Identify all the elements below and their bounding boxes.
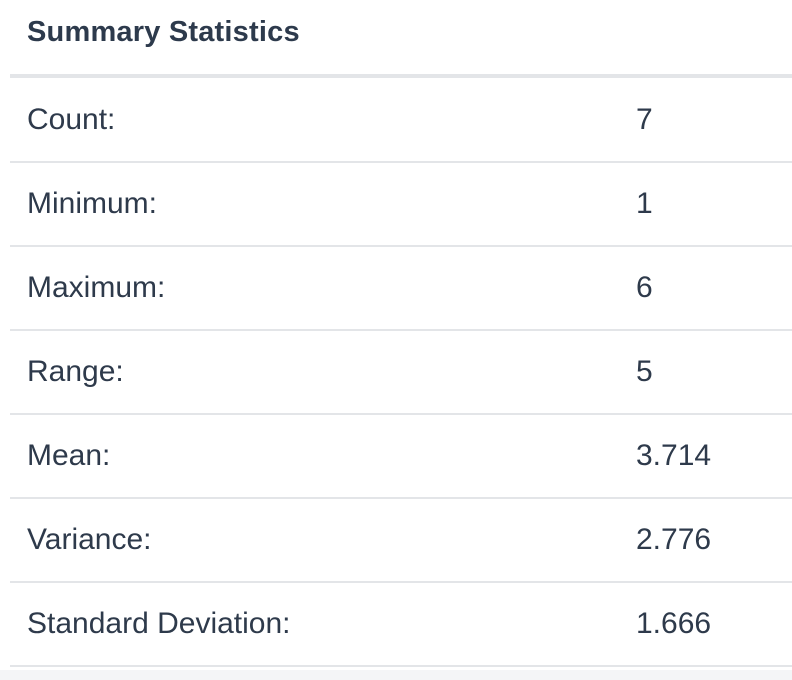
bottom-edge [0,670,792,680]
table-row-standard-deviation: Standard Deviation: 1.666 [10,582,792,666]
stat-value: 6 [636,271,653,304]
stat-label: Variance: [27,523,152,556]
stat-value: 1 [636,187,653,220]
statistics-table: Count: 7 Minimum: 1 Maximum: 6 Range: 5 … [10,78,792,667]
stat-label: Standard Deviation: [27,607,291,640]
summary-statistics-panel: Summary Statistics Count: 7 Minimum: 1 M… [10,0,792,680]
stat-label: Count: [27,102,116,136]
stat-value: 2.776 [636,523,712,556]
table-row-variance: Variance: 2.776 [10,498,792,582]
stat-value: 3.714 [636,439,712,472]
stat-label: Range: [27,355,124,388]
panel-header: Summary Statistics [10,0,792,78]
table-row-maximum: Maximum: 6 [10,246,792,330]
stat-label: Mean: [27,439,111,472]
stat-value: 7 [636,102,653,136]
table-row-range: Range: 5 [10,330,792,414]
stat-value: 5 [636,355,653,388]
stat-value: 1.666 [636,607,712,640]
panel-title: Summary Statistics [27,16,300,48]
stat-label: Maximum: [27,271,166,304]
stat-label: Minimum: [27,187,158,220]
table-row-minimum: Minimum: 1 [10,162,792,246]
table-row-mean: Mean: 3.714 [10,414,792,498]
table-row-count: Count: 7 [10,78,792,162]
